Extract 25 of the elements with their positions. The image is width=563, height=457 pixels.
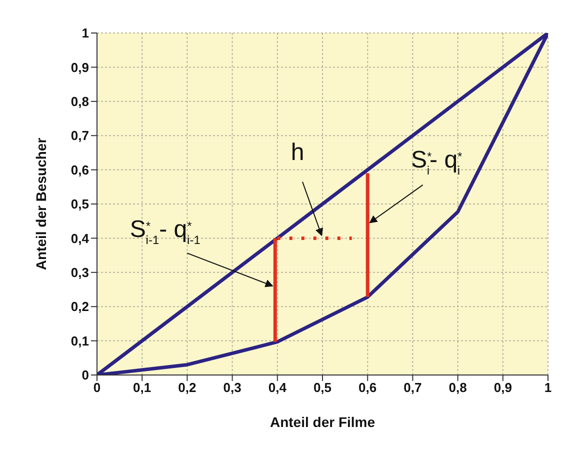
x-tick-label: 0,8 bbox=[448, 380, 467, 396]
y-tick-label: 0,4 bbox=[70, 230, 90, 246]
y-tick-label: 0,1 bbox=[70, 333, 89, 348]
y-tick-label: 1 bbox=[82, 26, 89, 41]
y-tick-label: 0,8 bbox=[70, 94, 89, 110]
x-tick-label: 0,4 bbox=[268, 380, 288, 396]
y-axis-title: Anteil der Besucher bbox=[32, 137, 49, 270]
x-tick-label: 0,6 bbox=[358, 380, 377, 396]
annotation: h bbox=[290, 139, 304, 166]
y-tick-label: 0,7 bbox=[70, 128, 89, 144]
x-tick-label: 0,1 bbox=[133, 380, 152, 396]
x-tick-label: 0,2 bbox=[178, 380, 196, 396]
y-tick-label: 0 bbox=[82, 368, 89, 383]
x-tick-label: 0 bbox=[93, 380, 101, 396]
y-tick-label: 0,3 bbox=[70, 265, 89, 280]
y-tick-label: 0,6 bbox=[70, 162, 89, 178]
y-tick-label: 0,5 bbox=[70, 196, 89, 212]
x-tick-label: 0,3 bbox=[223, 380, 242, 396]
y-tick-label: 0,2 bbox=[70, 299, 89, 314]
x-axis-title: Anteil der Filme bbox=[270, 414, 376, 430]
x-tick-label: 0,7 bbox=[404, 380, 422, 396]
x-tick-label: 1 bbox=[544, 380, 552, 396]
y-tick-label: 0,9 bbox=[70, 60, 89, 75]
x-tick-label: 0,9 bbox=[494, 380, 512, 396]
x-tick-label: 0,5 bbox=[313, 380, 332, 396]
